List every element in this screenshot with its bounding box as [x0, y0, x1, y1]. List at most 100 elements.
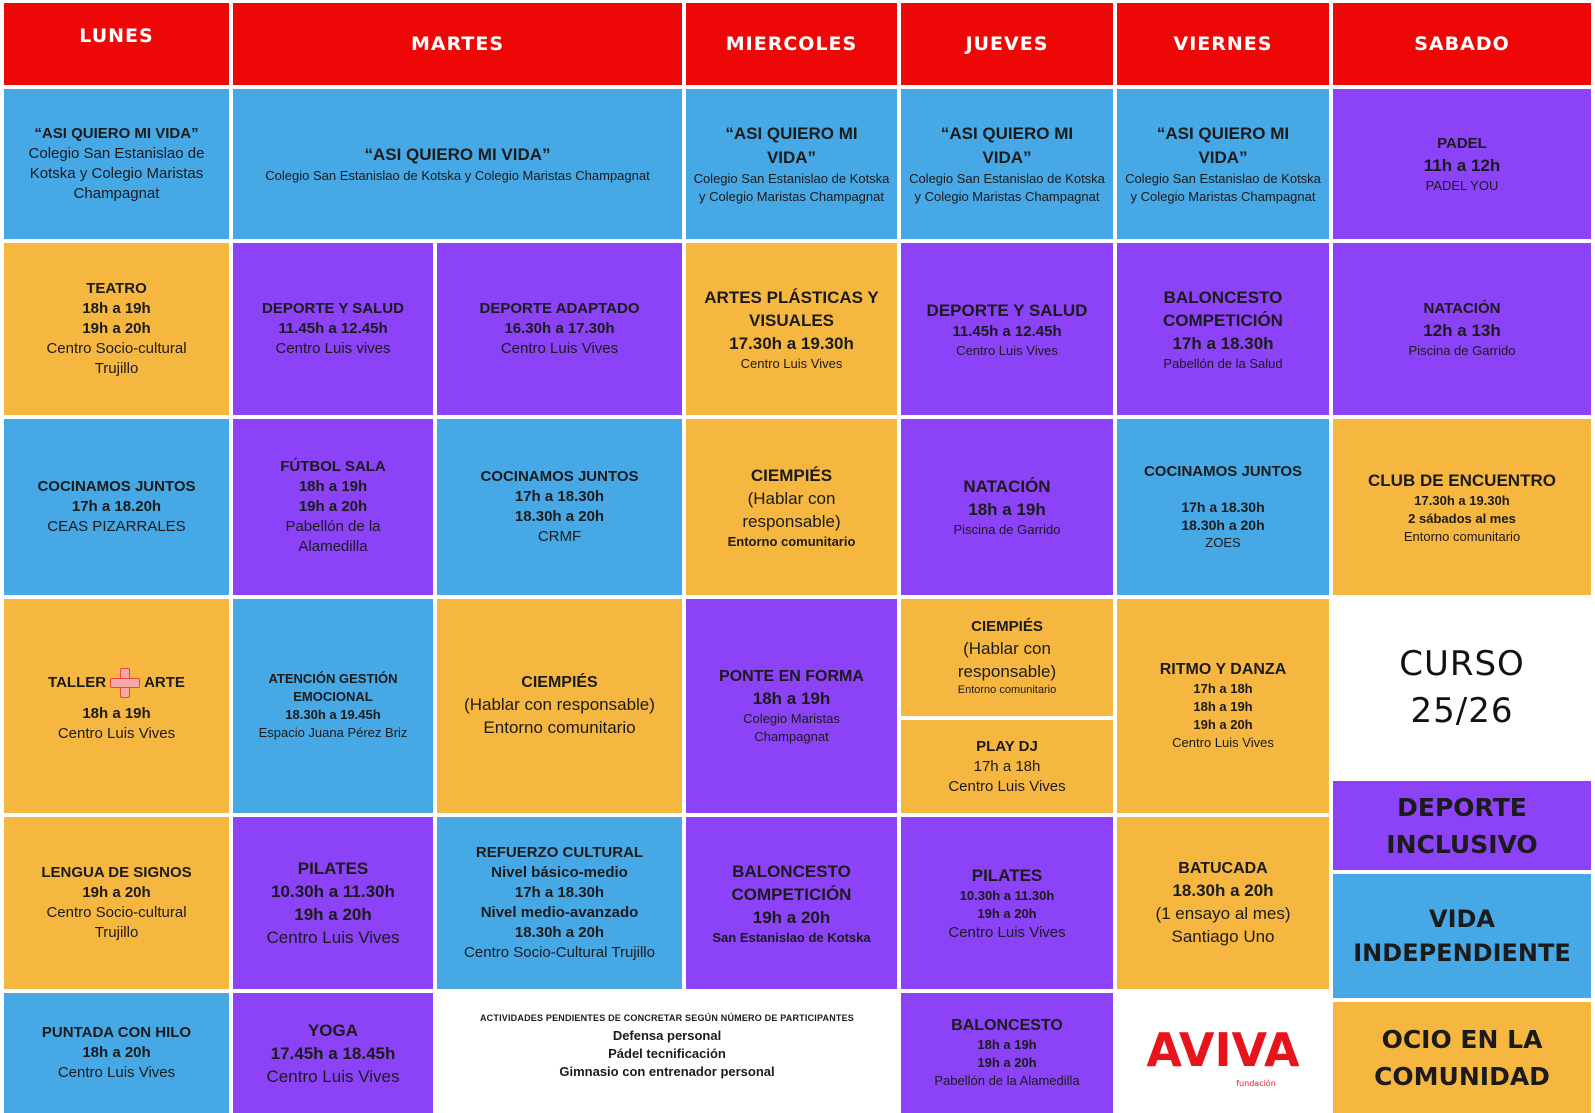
activity-place: Colegio Maristas Champagnat: [743, 710, 840, 744]
aviva-logo-mark: AVIVA fundación: [1146, 1023, 1300, 1088]
pending-activities-title: ACTIVIDADES PENDIENTES DE CONCRETAR SEGÚ…: [479, 1013, 855, 1023]
activity-time: 19h a 20h: [977, 1055, 1037, 1070]
pending-activity-item: Gimnasio con entrenador personal: [559, 1064, 775, 1079]
activity-title: “ASI QUIERO MI VIDA”: [940, 124, 1074, 167]
activity-place: Pabellón de la Alamedilla: [285, 518, 381, 555]
activity-title: FÚTBOL SALA: [280, 458, 386, 475]
activity-place: Centro Luis Vives: [500, 340, 619, 357]
header-viernes-label: VIERNES: [1173, 33, 1273, 55]
header-miercoles-label: MIERCOLES: [725, 33, 858, 55]
activity-miercoles-artes-plasticas: ARTES PLÁSTICAS Y VISUALES 17.30h a 19.3…: [686, 243, 897, 415]
activity-time: 19h a 20h: [977, 905, 1037, 921]
activity-title: RITMO Y DANZA: [1159, 661, 1287, 678]
activity-title: PADEL: [1437, 134, 1487, 152]
activity-time: 18h a 19h: [298, 478, 368, 495]
activity-time: 16.30h a 17.30h: [504, 320, 615, 337]
activity-level: Nivel básico-medio: [491, 864, 628, 881]
activity-note: (Hablar con responsable): [957, 639, 1057, 681]
activity-title: NATACIÓN: [1423, 299, 1501, 317]
activity-time: 18.30h a 20h: [514, 924, 605, 941]
activity-place: Colegio San Estanislao de Kotska y Coleg…: [909, 171, 1105, 204]
activity-time: 10.30h a 11.30h: [271, 882, 395, 901]
activity-martes-ciempies: CIEMPIÉS (Hablar con responsable) Entorn…: [437, 599, 682, 813]
activity-title: “ASI QUIERO MI VIDA”: [34, 125, 199, 142]
activity-level: Nivel medio-avanzado: [480, 904, 639, 921]
activity-title: BALONCESTO: [951, 1017, 1063, 1034]
activity-place: PADEL YOU: [1425, 177, 1499, 193]
activity-place: Centro Socio-Cultural Trujillo: [464, 944, 655, 961]
activity-place: Colegio San Estanislao de Kotska y Coleg…: [28, 145, 205, 202]
activity-place: San Estanislao de Kotska: [712, 929, 871, 945]
activity-time: 17h a 18h: [973, 757, 1041, 775]
pending-activity-item: Pádel tecnificación: [608, 1046, 726, 1061]
legend-ocio-en-la-comunidad: OCIO EN LA COMUNIDAD: [1333, 1002, 1591, 1113]
header-martes-label: MARTES: [410, 33, 504, 55]
activity-place: Centro Luis Vives: [1172, 735, 1274, 750]
activity-title: DEPORTE Y SALUD: [262, 300, 404, 317]
activity-lunes-taller-arte: TALLER ARTE 18h a 19h Centro Luis Vives: [4, 599, 229, 813]
activity-time: 18h a 19h: [82, 705, 151, 722]
activity-lunes-puntada-con-hilo: PUNTADA CON HILO 18h a 20h Centro Luis V…: [4, 993, 229, 1113]
activity-place: Santiago Uno: [1171, 926, 1275, 946]
activity-sabado-natacion: NATACIÓN 12h a 13h Piscina de Garrido: [1333, 243, 1591, 415]
activity-title: PUNTADA CON HILO: [41, 1024, 192, 1041]
activity-place: Centro Luis vives: [275, 340, 391, 357]
activity-note: (Hablar con responsable): [464, 695, 655, 714]
activity-time: 19h a 20h: [82, 320, 151, 337]
activity-title: CIEMPIÉS: [750, 465, 833, 485]
activity-title: LENGUA DE SIGNOS: [41, 864, 192, 881]
activity-title: YOGA: [307, 1020, 359, 1040]
pending-activity-item: Defensa personal: [612, 1028, 722, 1043]
activity-time: 19h a 20h: [1193, 717, 1253, 732]
activity-lunes-asi-quiero-mi-vida: “ASI QUIERO MI VIDA” Colegio San Estanis…: [4, 89, 229, 239]
activity-time: 11.45h a 12.45h: [952, 322, 1062, 340]
activity-jueves-play-dj: PLAY DJ 17h a 18h Centro Luis Vives: [901, 720, 1113, 813]
logo-text: AVIVA: [1146, 1023, 1300, 1077]
activity-title: CIEMPIÉS: [971, 618, 1043, 635]
activity-time: 18.30h a 20h: [514, 508, 605, 525]
activity-title: COCINAMOS JUNTOS: [480, 468, 639, 485]
activity-viernes-cocinamos-juntos: COCINAMOS JUNTOS 17h a 18.30h 18.30h a 2…: [1117, 419, 1329, 595]
activity-martes-pilates: PILATES 10.30h a 11.30h 19h a 20h Centro…: [233, 817, 433, 989]
activity-time: 17.45h a 18.45h: [270, 1043, 396, 1063]
activity-time: 18h a 19h: [1193, 699, 1253, 714]
activity-place: Centro Luis Vives: [57, 725, 176, 742]
activity-martes-refuerzo-cultural: REFUERZO CULTURAL Nivel básico-medio 17h…: [437, 817, 682, 989]
activity-title: PONTE EN FORMA: [719, 667, 864, 685]
activity-title: PILATES: [297, 859, 369, 878]
header-miercoles: MIERCOLES: [686, 3, 897, 85]
legend-ocio-label: OCIO EN LA COMUNIDAD: [1374, 1024, 1550, 1091]
activity-time: 18h a 19h: [977, 1037, 1037, 1052]
activity-sabado-club-de-encuentro: CLUB DE ENCUENTRO 17.30h a 19.30h 2 sába…: [1333, 419, 1591, 595]
activity-title: ATENCIÓN GESTIÓN EMOCIONAL: [268, 671, 398, 704]
activity-viernes-asi-quiero-mi-vida: “ASI QUIERO MI VIDA” Colegio San Estanis…: [1117, 89, 1329, 239]
activity-time: 17h a 18.30h: [514, 884, 605, 901]
activity-martes-deporte-y-salud: DEPORTE Y SALUD 11.45h a 12.45h Centro L…: [233, 243, 433, 415]
activity-title: BALONCESTO COMPETICIÓN: [731, 861, 852, 904]
activity-note: (1 ensayo al mes): [1155, 903, 1291, 923]
pending-activities: ACTIVIDADES PENDIENTES DE CONCRETAR SEGÚ…: [437, 993, 897, 1113]
header-viernes: VIERNES: [1117, 3, 1329, 85]
activity-title: NATACIÓN: [963, 477, 1051, 496]
activity-note: (Hablar con responsable): [742, 488, 841, 531]
activity-time: 18.30h a 19.45h: [285, 707, 381, 722]
activity-miercoles-ciempies: CIEMPIÉS (Hablar con responsable) Entorn…: [686, 419, 897, 595]
header-martes: MARTES: [233, 3, 682, 85]
header-jueves: JUEVES: [901, 3, 1113, 85]
activity-title: CLUB DE ENCUENTRO: [1368, 470, 1556, 490]
curso-title: CURSO: [1399, 644, 1525, 684]
activity-place: Centro Luis Vives: [948, 777, 1066, 795]
activity-place: CRMF: [537, 528, 582, 545]
activity-title: BALONCESTO COMPETICIÓN: [1163, 287, 1283, 330]
header-lunes: LUNES: [4, 3, 229, 85]
activity-time: 17.30h a 19.30h: [729, 333, 854, 353]
activity-place: Centro Socio-cultural Trujillo: [46, 904, 187, 941]
activity-place: CEAS PIZARRALES: [47, 518, 186, 535]
activity-place: Centro Luis Vives: [956, 342, 1058, 358]
activity-title: DEPORTE Y SALUD: [926, 300, 1088, 320]
activity-title: TALLER ARTE: [48, 668, 185, 698]
activity-time: 11h a 12h: [1423, 155, 1501, 175]
header-jueves-label: JUEVES: [965, 33, 1049, 55]
activity-time: 18h a 19h: [968, 500, 1046, 519]
activity-title: TEATRO: [86, 280, 147, 297]
